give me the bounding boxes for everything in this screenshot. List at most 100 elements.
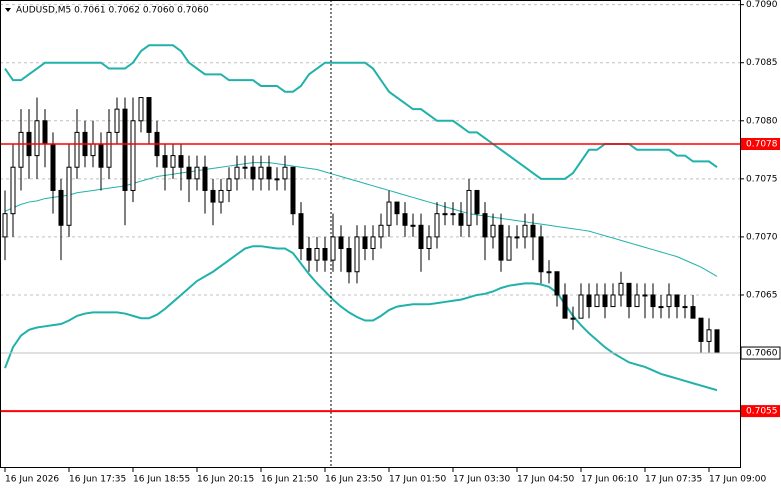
body xyxy=(394,201,400,215)
body xyxy=(290,166,296,215)
x-tick-label: 16 Jun 23:50 xyxy=(325,475,382,485)
x-tick-label: 17 Jun 01:50 xyxy=(389,475,446,485)
body xyxy=(250,166,256,180)
body xyxy=(578,294,584,319)
body xyxy=(330,236,336,261)
x-tick-label: 17 Jun 07:35 xyxy=(645,475,702,485)
body xyxy=(106,131,112,168)
body xyxy=(202,166,208,191)
body xyxy=(42,120,48,145)
y-tick-label: 0.7090 xyxy=(746,0,778,10)
body xyxy=(650,294,656,308)
body xyxy=(162,155,168,168)
body xyxy=(74,131,80,168)
x-tick-label: 17 Jun 03:30 xyxy=(453,475,510,485)
band-lower xyxy=(4,245,718,392)
body xyxy=(58,189,64,226)
body xyxy=(258,166,264,180)
body xyxy=(562,294,568,319)
body xyxy=(458,213,464,226)
body xyxy=(634,294,640,308)
x-tick-label: 16 Jun 20:15 xyxy=(197,475,254,485)
body xyxy=(466,189,472,226)
body xyxy=(386,201,392,226)
body xyxy=(218,189,224,203)
level-label: 0.7055 xyxy=(746,407,778,417)
body xyxy=(370,236,376,250)
y-tick-label: 0.7075 xyxy=(746,174,778,184)
axis: 0.7090 0.7085 0.7080 0.7075 0.7070 0.7065 16 J… xyxy=(4,0,781,485)
body xyxy=(114,108,120,133)
body xyxy=(402,213,408,226)
body xyxy=(514,236,520,239)
body xyxy=(90,143,96,157)
body xyxy=(18,131,24,168)
body xyxy=(378,224,384,238)
body xyxy=(434,213,440,238)
body xyxy=(602,294,608,308)
x-tick-label: 16 Jun 18:55 xyxy=(133,475,190,485)
body xyxy=(282,166,288,180)
body xyxy=(122,108,128,191)
price-label: 0.7060 xyxy=(746,349,778,359)
body xyxy=(642,294,648,297)
body xyxy=(474,189,480,215)
body xyxy=(522,224,528,238)
y-tick-label: 0.7080 xyxy=(746,116,778,126)
body xyxy=(666,294,672,308)
body xyxy=(698,317,704,342)
body xyxy=(50,143,56,191)
x-tick-label: 16 Jun 2026 xyxy=(5,475,59,485)
body xyxy=(178,155,184,168)
levels xyxy=(0,143,740,413)
body xyxy=(610,294,616,308)
body xyxy=(194,166,200,180)
body xyxy=(538,236,544,273)
body xyxy=(626,282,632,308)
plot-frame xyxy=(0,0,741,468)
body xyxy=(682,306,688,309)
body xyxy=(674,294,680,308)
body xyxy=(346,248,352,273)
body xyxy=(234,166,240,180)
body xyxy=(570,317,576,320)
body xyxy=(2,213,8,238)
body xyxy=(498,224,504,261)
body xyxy=(306,248,312,261)
body xyxy=(130,120,136,191)
body xyxy=(714,329,720,354)
body xyxy=(98,143,104,168)
x-tick-label: 17 Jun 06:10 xyxy=(581,475,638,485)
x-tick-label: 16 Jun 21:50 xyxy=(261,475,318,485)
body xyxy=(10,166,16,215)
body xyxy=(34,120,40,157)
body xyxy=(706,329,712,342)
body xyxy=(314,248,320,261)
band-upper xyxy=(4,44,718,180)
price-label-box xyxy=(740,346,781,360)
body xyxy=(170,155,176,168)
y-tick-label: 0.7065 xyxy=(746,290,778,300)
body xyxy=(298,213,304,250)
body xyxy=(338,236,344,250)
body xyxy=(138,97,144,122)
body xyxy=(690,306,696,319)
body xyxy=(146,97,152,133)
chart-title: AUDUSD,M5 0.7061 0.7062 0.7060 0.7060 xyxy=(16,6,209,16)
body xyxy=(322,248,328,261)
level-label-box xyxy=(741,138,780,150)
x-tick-label: 16 Jun 17:35 xyxy=(69,475,126,485)
body xyxy=(362,236,368,250)
body xyxy=(546,271,552,274)
menu-icon[interactable] xyxy=(5,8,11,12)
y-tick-label: 0.7070 xyxy=(746,232,778,242)
body xyxy=(242,166,248,169)
level-label: 0.7078 xyxy=(746,140,778,150)
candles xyxy=(2,97,720,354)
body xyxy=(594,294,600,308)
body xyxy=(426,236,432,250)
body xyxy=(658,306,664,309)
x-tick-label: 17 Jun 04:50 xyxy=(517,475,574,485)
